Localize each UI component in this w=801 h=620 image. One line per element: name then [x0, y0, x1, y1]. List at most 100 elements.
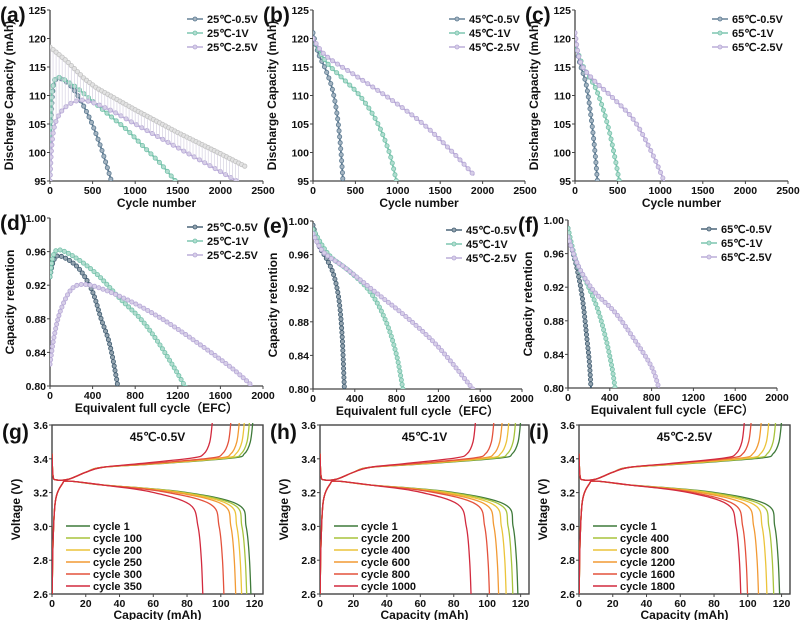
- data-point: [50, 339, 56, 345]
- data-point: [436, 344, 442, 350]
- data-point: [67, 80, 73, 86]
- data-point: [135, 138, 141, 144]
- data-point: [318, 247, 324, 253]
- data-point: [183, 384, 188, 386]
- x-tick-label: 1500: [691, 185, 715, 197]
- legend-label: cycle 1800: [620, 581, 675, 593]
- data-point: [614, 99, 620, 105]
- y-tick-label: 0.96: [26, 247, 47, 259]
- legend-label: 45℃-1V: [466, 239, 508, 251]
- data-point: [50, 148, 54, 154]
- data-point: [568, 225, 571, 231]
- data-point: [587, 363, 593, 369]
- plot-area: [320, 423, 522, 594]
- data-point: [338, 316, 344, 322]
- data-point: [127, 130, 133, 136]
- x-tick-label: 2000: [471, 185, 495, 197]
- data-point: [93, 298, 99, 304]
- data-point: [65, 292, 71, 298]
- legend-entry: cycle 1200: [593, 557, 675, 569]
- x-tick-label: 1200: [682, 392, 706, 404]
- data-point: [630, 334, 636, 340]
- data-point: [568, 242, 574, 248]
- data-point: [57, 308, 63, 314]
- data-point: [622, 323, 628, 329]
- data-point: [160, 164, 166, 170]
- data-point: [651, 369, 657, 375]
- data-point: [65, 59, 71, 66]
- data-point: [467, 382, 473, 388]
- data-point: [382, 137, 388, 143]
- data-point: [95, 307, 101, 313]
- x-tick-label: 0: [576, 598, 582, 610]
- data-point: [233, 178, 239, 181]
- data-point: [637, 126, 643, 132]
- y-tick-label: 0.84: [544, 349, 565, 361]
- x-axis-label: Cycle number: [642, 196, 722, 210]
- legend-marker: [454, 44, 460, 50]
- y-tick-label: 125: [553, 5, 571, 17]
- data-point: [581, 309, 587, 315]
- data-point: [582, 314, 588, 320]
- data-point: [645, 142, 651, 148]
- data-point: [380, 132, 386, 138]
- y-tick-label: 120: [291, 34, 309, 46]
- data-point: [68, 100, 74, 106]
- data-point: [387, 329, 393, 335]
- data-point: [333, 104, 339, 110]
- legend-label: 65℃-1V: [721, 238, 763, 250]
- data-point: [577, 278, 583, 284]
- data-point: [591, 136, 597, 142]
- y-tick-label: 3.0: [301, 521, 316, 533]
- data-point: [338, 321, 344, 327]
- data-point: [313, 41, 319, 47]
- data-point: [334, 70, 340, 76]
- data-point: [351, 86, 357, 92]
- data-point: [75, 93, 81, 99]
- data-point: [91, 269, 97, 275]
- data-point: [50, 89, 55, 95]
- x-tick-label: 800: [388, 393, 406, 405]
- panel-d: 0 400 800 1200 1600 2000 0.80 0.84 0.88 0.92 0.96 1…: [0, 212, 275, 415]
- data-point: [382, 297, 388, 303]
- series-cycle-200-discharge-curve: [52, 480, 243, 594]
- data-point: [164, 353, 170, 359]
- data-point: [149, 310, 155, 316]
- data-point: [584, 336, 590, 342]
- data-point: [118, 113, 124, 119]
- data-point: [313, 30, 316, 36]
- data-point: [388, 154, 394, 160]
- x-tick-label: 500: [609, 185, 627, 197]
- legend-entry: 25℃-0.5V: [187, 14, 259, 26]
- x-tick-label: 800: [126, 390, 144, 402]
- legend-entry: 45℃-2.5V: [449, 42, 521, 54]
- data-point: [398, 377, 404, 383]
- y-axis-label: Voltage (V): [536, 479, 550, 541]
- data-point: [578, 267, 584, 273]
- data-point: [197, 342, 203, 348]
- legend-entry: 45℃-1V: [449, 28, 511, 40]
- data-point: [429, 338, 435, 344]
- data-point: [80, 260, 86, 266]
- x-tick-label: 1000: [386, 185, 410, 197]
- data-point: [78, 281, 84, 287]
- data-point: [614, 312, 620, 318]
- data-point: [162, 350, 168, 356]
- series-cycle-1000-charge-curve: [320, 423, 477, 481]
- data-point: [53, 248, 59, 254]
- data-point: [339, 330, 345, 336]
- data-point: [420, 328, 426, 334]
- data-point: [372, 115, 378, 121]
- data-point: [70, 285, 76, 291]
- panel-i: 0 20 40 60 80 100 120 2.6 2.8 3.0 3.2 3.4 3.6 Capacit…: [529, 420, 791, 620]
- legend-marker: [717, 44, 723, 50]
- y-tick-label: 95: [297, 176, 309, 188]
- data-point: [372, 296, 378, 302]
- y-tick-label: 115: [292, 62, 309, 74]
- x-tick-label: 120: [512, 598, 530, 610]
- data-point: [190, 337, 196, 343]
- data-point: [580, 271, 586, 277]
- data-point: [336, 298, 342, 304]
- legend-entry: 25℃-2.5V: [187, 42, 259, 54]
